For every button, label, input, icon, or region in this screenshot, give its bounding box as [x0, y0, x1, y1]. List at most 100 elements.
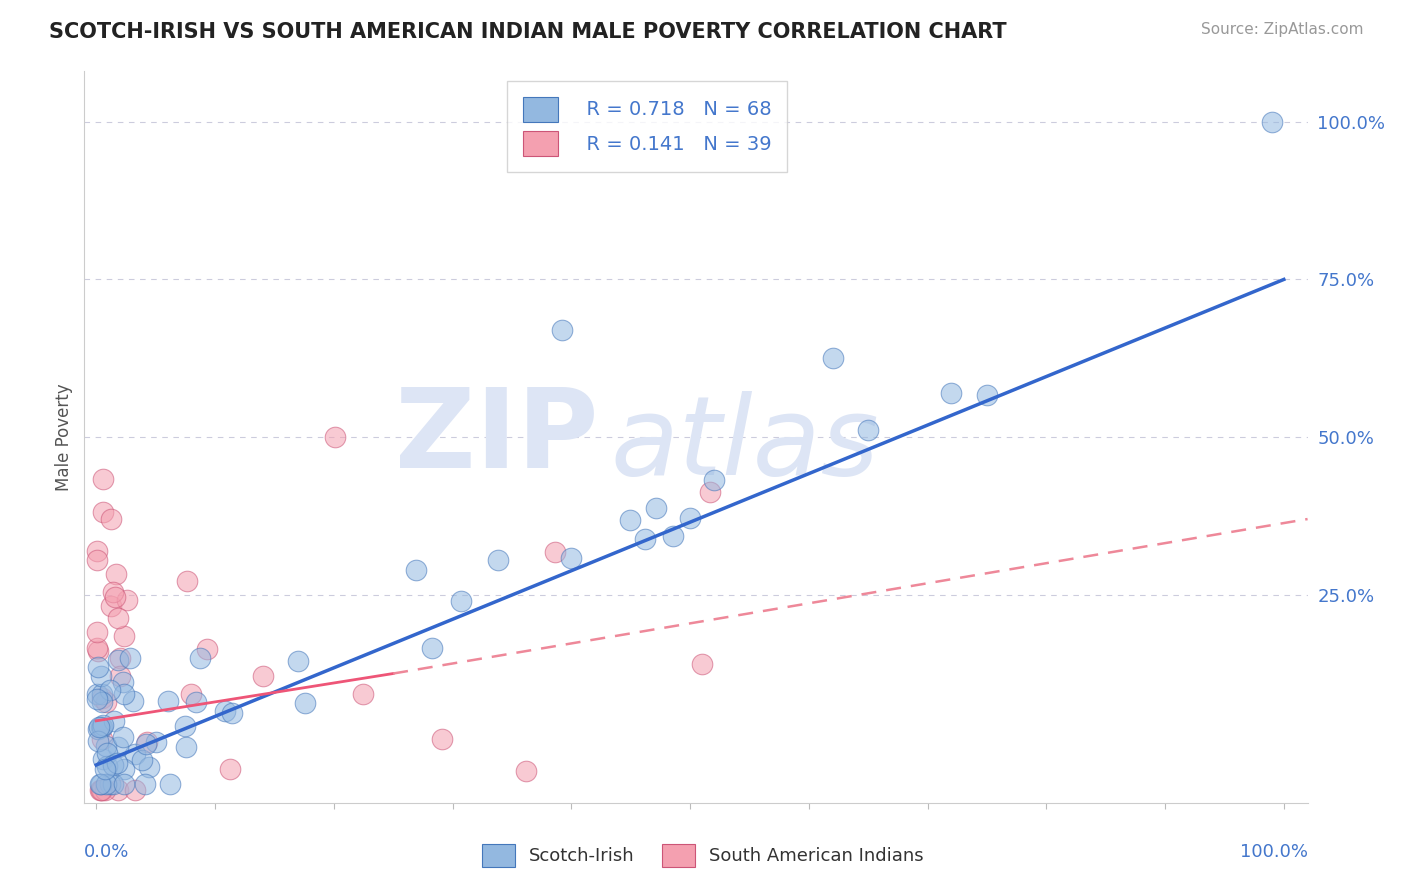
Point — [294, 696, 316, 710]
Point — [104, 591, 127, 605]
Point — [188, 650, 211, 665]
Point — [93, 505, 115, 519]
Point — [221, 706, 243, 721]
Point — [87, 734, 110, 748]
Point — [86, 659, 108, 673]
Point — [112, 674, 135, 689]
Point — [699, 485, 721, 500]
Point — [1261, 115, 1284, 129]
Point — [976, 388, 998, 402]
Point — [108, 651, 131, 665]
Point — [111, 731, 134, 745]
Text: ZIP: ZIP — [395, 384, 598, 491]
Point — [544, 545, 567, 559]
Point — [450, 593, 472, 607]
Point — [89, 777, 111, 791]
Point — [560, 551, 582, 566]
Point — [89, 783, 111, 797]
Point — [107, 783, 129, 797]
Point — [86, 544, 108, 558]
Text: SCOTCH-IRISH VS SOUTH AMERICAN INDIAN MALE POVERTY CORRELATION CHART: SCOTCH-IRISH VS SOUTH AMERICAN INDIAN MA… — [49, 22, 1007, 42]
Point — [91, 732, 114, 747]
Point — [174, 739, 197, 754]
Point — [94, 696, 117, 710]
Point — [100, 512, 122, 526]
Point — [135, 737, 157, 751]
Point — [124, 747, 146, 761]
Point — [93, 783, 115, 797]
Point — [105, 756, 128, 771]
Point — [86, 640, 108, 655]
Point — [186, 695, 208, 709]
Point — [107, 610, 129, 624]
Point — [86, 624, 108, 639]
Point — [121, 693, 143, 707]
Point — [856, 423, 879, 437]
Point — [690, 657, 713, 671]
Point — [551, 323, 574, 337]
Point — [105, 566, 128, 581]
Point — [89, 720, 111, 734]
Point — [176, 574, 198, 588]
Point — [180, 687, 202, 701]
Point — [124, 783, 146, 797]
Text: 100.0%: 100.0% — [1240, 843, 1308, 861]
Point — [91, 752, 114, 766]
Point — [91, 720, 114, 734]
Point — [218, 762, 240, 776]
Point — [156, 694, 179, 708]
Point — [619, 513, 641, 527]
Point — [679, 510, 702, 524]
Legend: Scotch-Irish, South American Indians: Scotch-Irish, South American Indians — [475, 837, 931, 874]
Point — [134, 777, 156, 791]
Point — [644, 501, 666, 516]
Point — [90, 783, 112, 797]
Point — [112, 762, 135, 776]
Point — [515, 764, 537, 778]
Point — [941, 385, 963, 400]
Point — [112, 777, 135, 791]
Point — [115, 593, 138, 607]
Point — [86, 692, 108, 706]
Point — [405, 563, 427, 577]
Point — [91, 472, 114, 486]
Point — [120, 651, 142, 665]
Point — [96, 777, 118, 791]
Text: atlas: atlas — [610, 391, 879, 498]
Point — [145, 734, 167, 748]
Point — [107, 653, 129, 667]
Point — [432, 731, 454, 746]
Point — [420, 640, 443, 655]
Point — [821, 351, 844, 365]
Point — [91, 688, 114, 702]
Legend:   R = 0.718   N = 68,   R = 0.141   N = 39: R = 0.718 N = 68, R = 0.141 N = 39 — [508, 81, 787, 172]
Point — [96, 746, 118, 760]
Point — [112, 628, 135, 642]
Point — [112, 687, 135, 701]
Point — [86, 687, 108, 701]
Point — [90, 695, 112, 709]
Point — [352, 687, 374, 701]
Point — [96, 739, 118, 753]
Point — [90, 777, 112, 791]
Point — [703, 473, 725, 487]
Point — [101, 777, 124, 791]
Point — [323, 430, 346, 444]
Text: Source: ZipAtlas.com: Source: ZipAtlas.com — [1201, 22, 1364, 37]
Point — [100, 599, 122, 613]
Point — [87, 722, 110, 736]
Point — [138, 760, 160, 774]
Point — [86, 553, 108, 567]
Point — [96, 759, 118, 773]
Y-axis label: Male Poverty: Male Poverty — [55, 384, 73, 491]
Point — [661, 529, 683, 543]
Point — [94, 762, 117, 776]
Point — [195, 642, 218, 657]
Point — [634, 532, 657, 546]
Point — [87, 644, 110, 658]
Point — [103, 758, 125, 772]
Point — [98, 777, 121, 791]
Text: 0.0%: 0.0% — [84, 843, 129, 861]
Point — [91, 718, 114, 732]
Point — [107, 739, 129, 754]
